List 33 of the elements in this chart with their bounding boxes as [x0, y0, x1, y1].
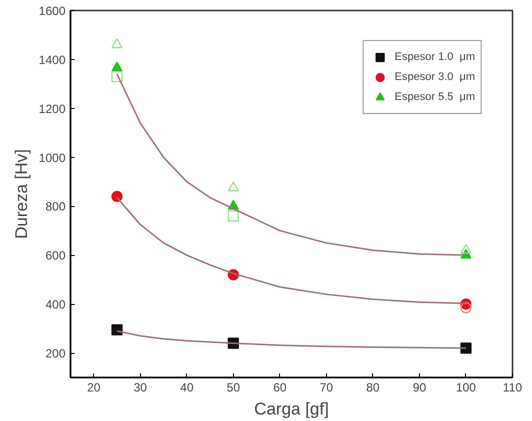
x-tick-label: 50 [226, 380, 240, 394]
point [460, 302, 472, 314]
y-tick-label: 1400 [38, 52, 66, 67]
y-axis-title: Dureza [Hv] [12, 149, 31, 239]
y-tick-label: 400 [45, 298, 66, 312]
x-tick-label: 40 [180, 380, 194, 394]
point [460, 342, 472, 354]
point [111, 38, 123, 48]
legend-label: Espesor 1.0 μm [394, 51, 475, 63]
point [111, 62, 123, 72]
x-tick-label: 70 [320, 380, 334, 394]
x-tick-label: 30 [134, 380, 148, 394]
point [460, 244, 472, 254]
legend-label: Espesor 5.5 μm [394, 91, 475, 103]
x-axis-title: Carga [gf] [254, 400, 329, 418]
y-tick-label: 1200 [38, 102, 66, 116]
legend-label: Espesor 3.0 μm [394, 71, 475, 83]
y-tick-label: 800 [45, 200, 66, 214]
x-tick-label: 80 [366, 380, 380, 394]
point [111, 190, 123, 202]
x-tick-label: 110 [502, 380, 522, 394]
x-tick-label: 60 [273, 380, 287, 394]
point [228, 210, 239, 222]
point [111, 70, 123, 82]
point [111, 324, 123, 336]
y-tick-label: 1600 [38, 4, 66, 18]
x-tick-label: 90 [412, 380, 426, 394]
x-tick-label: 20 [87, 380, 101, 394]
y-tick-label: 1000 [38, 150, 66, 165]
y-tick-label: 200 [45, 346, 66, 361]
point [228, 182, 239, 192]
x-tick-label: 100 [456, 380, 476, 394]
y-tick-label: 600 [45, 248, 66, 263]
